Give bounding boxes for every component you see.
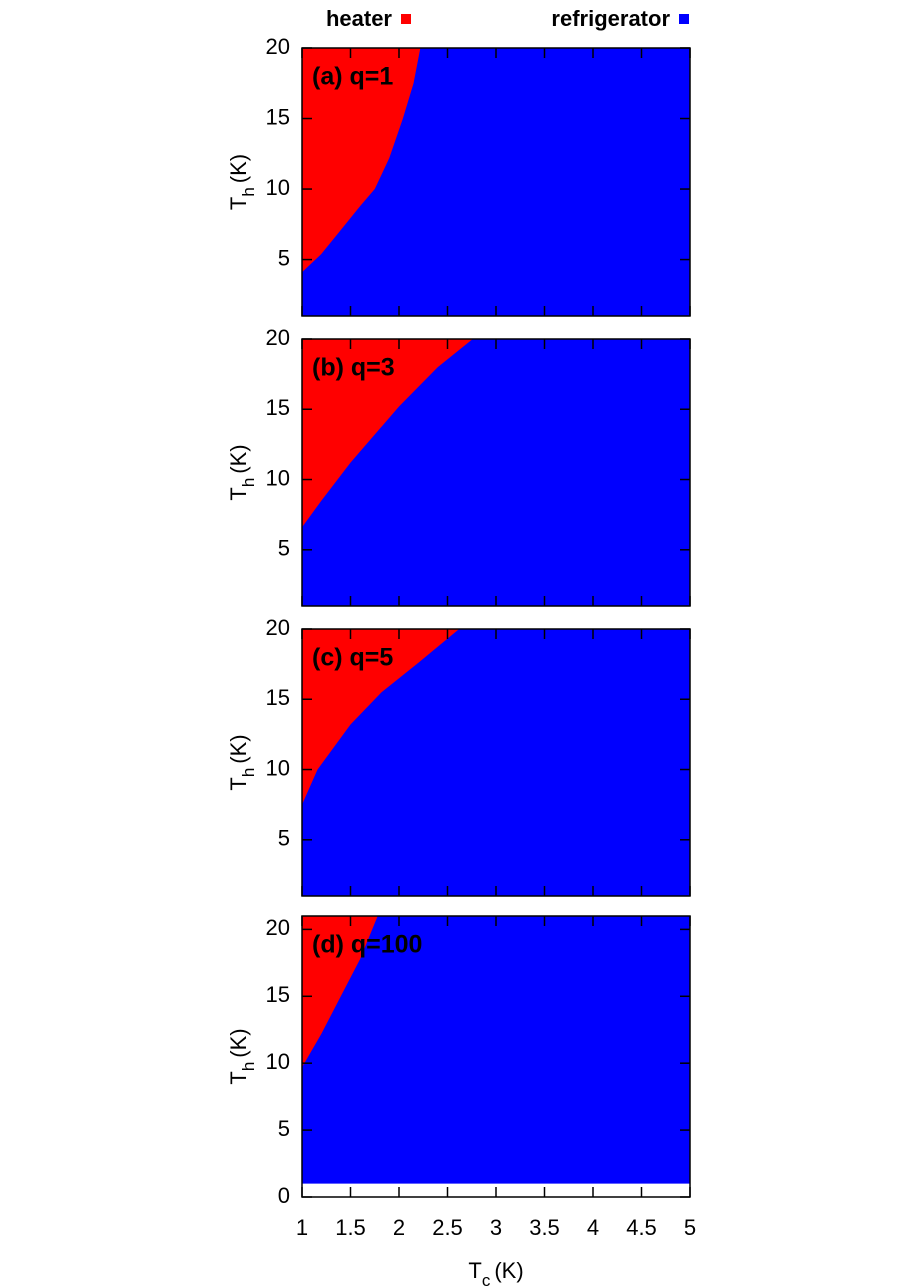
y-tick-label: 20 [266, 915, 290, 940]
y-tick-label: 10 [266, 175, 290, 200]
refrigerator-region [302, 916, 690, 1184]
axis-label-main: T [226, 197, 251, 210]
y-tick-label: 5 [278, 826, 290, 851]
axis-label-main: T [226, 777, 251, 790]
x-tick-label: 4 [587, 1215, 599, 1240]
x-tick-label: 2.5 [432, 1215, 463, 1240]
heater-region [302, 916, 378, 1068]
y-tick-label: 15 [266, 685, 290, 710]
legend-label: heater [326, 6, 392, 31]
x-tick-label: 1 [296, 1215, 308, 1240]
axis-label-unit: (K) [226, 734, 251, 763]
x-tick-label: 1.5 [335, 1215, 366, 1240]
panel-label: (a) q=1 [312, 63, 393, 91]
y-tick-label: 5 [278, 536, 290, 561]
axis-label-main: T [226, 1071, 251, 1084]
legend-swatch [401, 14, 411, 24]
axis-label-sub: h [239, 768, 258, 777]
y-tick-label: 0 [278, 1183, 290, 1208]
axis-label-sub: h [239, 187, 258, 196]
axis-label-unit: (K) [494, 1258, 523, 1283]
legend-label: refrigerator [551, 6, 670, 31]
axis-label: Th (K) [226, 154, 258, 210]
y-tick-label: 20 [266, 615, 290, 640]
axis-label-unit: (K) [226, 154, 251, 183]
x-tick-label: 3 [490, 1215, 502, 1240]
panel-label: (b) q=3 [312, 354, 395, 382]
x-tick-label: 3.5 [529, 1215, 560, 1240]
panel-label: (c) q=5 [312, 644, 393, 672]
panel-label: (d) q=100 [312, 931, 422, 959]
axis-label-main: T [226, 487, 251, 500]
axis-label-main: T [468, 1258, 481, 1283]
y-tick-label: 15 [266, 395, 290, 420]
axis-label-sub: c [482, 1271, 491, 1287]
axis-label-unit: (K) [226, 444, 251, 473]
y-tick-label: 5 [278, 245, 290, 270]
axis-label-sub: h [239, 478, 258, 487]
y-tick-label: 15 [266, 104, 290, 129]
axis-label-sub: h [239, 1062, 258, 1071]
y-tick-label: 20 [266, 34, 290, 59]
axis-label: Th (K) [226, 444, 258, 500]
axis-label: Th (K) [226, 1028, 258, 1084]
axis-label-unit: (K) [226, 1028, 251, 1057]
heater-region [302, 48, 421, 273]
heater-region [302, 339, 473, 528]
y-tick-label: 5 [278, 1116, 290, 1141]
legend-swatch [679, 14, 689, 24]
y-tick-label: 10 [266, 755, 290, 780]
y-tick-label: 15 [266, 982, 290, 1007]
heater-region [302, 629, 460, 805]
x-tick-label: 4.5 [626, 1215, 657, 1240]
axis-label: Th (K) [226, 734, 258, 790]
x-tick-label: 5 [684, 1215, 696, 1240]
axis-label: Tc (K) [468, 1258, 523, 1287]
x-tick-label: 2 [393, 1215, 405, 1240]
y-tick-label: 10 [266, 465, 290, 490]
y-tick-label: 20 [266, 325, 290, 350]
y-tick-label: 10 [266, 1049, 290, 1074]
